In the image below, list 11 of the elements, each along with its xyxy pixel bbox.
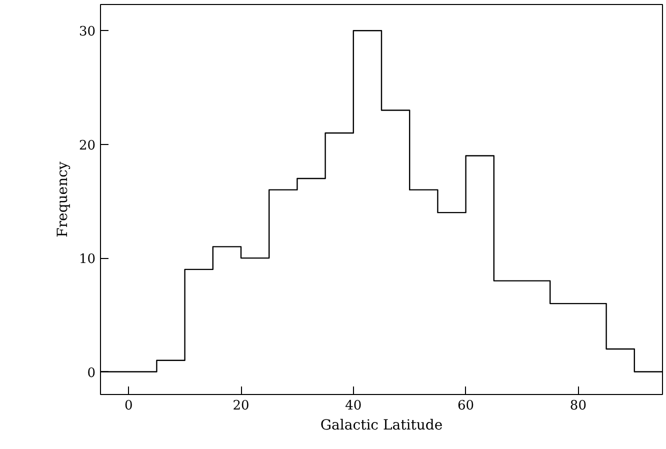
y-tick-label: 20 [78, 138, 96, 154]
y-tick-label: 30 [78, 24, 96, 40]
y-tick-label: 10 [78, 252, 96, 268]
x-tick-label: 40 [345, 398, 362, 414]
y-tick-label: 0 [87, 366, 96, 381]
x-tick-label: 0 [124, 398, 133, 414]
x-tick-label: 80 [570, 398, 586, 414]
y-axis-title: Frequency [54, 162, 71, 238]
x-tick-label: 60 [458, 398, 474, 414]
x-axis-title: Galactic Latitude [320, 418, 443, 434]
x-tick-label: 20 [232, 398, 250, 414]
